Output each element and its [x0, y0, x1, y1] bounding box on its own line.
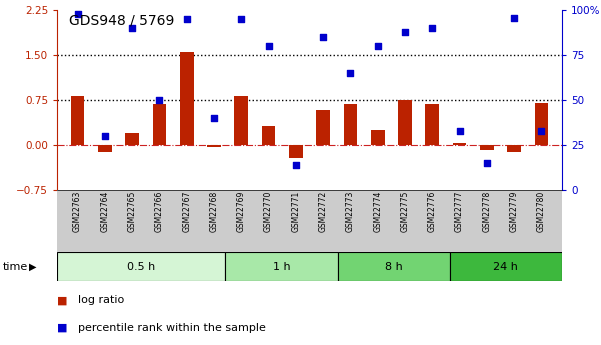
Point [182, 17, 192, 22]
Text: 8 h: 8 h [385, 262, 403, 272]
Point [236, 17, 246, 22]
Point [510, 15, 519, 20]
Point [373, 43, 383, 49]
Bar [153, 104, 166, 145]
Point [400, 29, 410, 34]
Bar [71, 96, 84, 145]
Bar [289, 145, 303, 158]
Text: GSM22775: GSM22775 [400, 191, 409, 233]
Text: ▶: ▶ [29, 262, 36, 272]
Text: GSM22780: GSM22780 [537, 191, 546, 232]
Bar [225, 252, 338, 281]
Bar [262, 126, 275, 145]
Text: ■: ■ [57, 295, 67, 305]
Text: 0.5 h: 0.5 h [127, 262, 156, 272]
Text: percentile rank within the sample: percentile rank within the sample [78, 323, 266, 333]
Text: GSM22770: GSM22770 [264, 191, 273, 233]
Text: GDS948 / 5769: GDS948 / 5769 [69, 14, 174, 28]
Bar [398, 100, 412, 145]
Text: ■: ■ [57, 323, 67, 333]
Point [264, 43, 273, 49]
Bar [57, 252, 225, 281]
Bar [338, 252, 450, 281]
Text: GSM22764: GSM22764 [100, 191, 109, 233]
Text: GSM22765: GSM22765 [127, 191, 136, 233]
Point [73, 11, 82, 17]
Point [154, 97, 164, 103]
Text: GSM22776: GSM22776 [428, 191, 437, 233]
Bar [344, 104, 357, 145]
Text: GSM22779: GSM22779 [510, 191, 519, 233]
Text: GSM22766: GSM22766 [155, 191, 164, 233]
Bar [180, 52, 194, 145]
Text: GSM22768: GSM22768 [210, 191, 219, 232]
Text: GSM22763: GSM22763 [73, 191, 82, 233]
Point [209, 115, 219, 121]
Text: GSM22773: GSM22773 [346, 191, 355, 233]
Point [127, 26, 137, 31]
Point [346, 70, 355, 76]
Bar [371, 130, 385, 145]
Bar [234, 96, 248, 145]
Text: GSM22769: GSM22769 [237, 191, 246, 233]
Point [291, 162, 300, 167]
Bar [507, 145, 521, 152]
Bar [126, 133, 139, 145]
Text: 24 h: 24 h [493, 262, 518, 272]
Point [427, 26, 437, 31]
Point [537, 128, 546, 133]
Text: GSM22772: GSM22772 [319, 191, 328, 232]
Point [319, 34, 328, 40]
Text: GSM22777: GSM22777 [455, 191, 464, 233]
Text: GSM22778: GSM22778 [483, 191, 492, 232]
Text: GSM22771: GSM22771 [291, 191, 300, 232]
Bar [535, 103, 548, 145]
Text: GSM22774: GSM22774 [373, 191, 382, 233]
Text: time: time [3, 262, 28, 272]
Bar [98, 145, 112, 152]
Text: GSM22767: GSM22767 [182, 191, 191, 233]
Text: log ratio: log ratio [78, 295, 124, 305]
Point [482, 160, 492, 166]
Bar [207, 145, 221, 147]
Bar [316, 110, 330, 145]
Point [455, 128, 465, 133]
Bar [480, 145, 493, 150]
Bar [450, 252, 562, 281]
Text: 1 h: 1 h [273, 262, 290, 272]
Bar [426, 104, 439, 145]
Point [100, 133, 109, 139]
Bar [453, 143, 466, 145]
